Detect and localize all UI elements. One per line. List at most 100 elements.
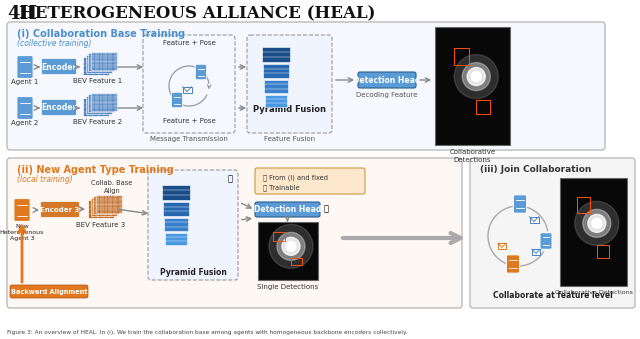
Bar bbox=[163, 202, 189, 216]
Circle shape bbox=[575, 201, 619, 245]
Circle shape bbox=[277, 232, 305, 260]
Text: Collaborative Detections: Collaborative Detections bbox=[555, 290, 632, 295]
Bar bbox=[182, 87, 191, 93]
Bar bbox=[532, 249, 540, 255]
Text: Encoder: Encoder bbox=[42, 103, 77, 113]
Bar bbox=[265, 95, 287, 107]
Text: Encoder 3: Encoder 3 bbox=[40, 207, 80, 213]
Text: 4: 4 bbox=[7, 5, 19, 23]
Circle shape bbox=[282, 237, 300, 255]
Circle shape bbox=[583, 210, 611, 237]
Circle shape bbox=[592, 218, 602, 228]
Bar bbox=[90, 198, 116, 216]
Text: (local training): (local training) bbox=[17, 175, 73, 184]
Text: BEV Feature 2: BEV Feature 2 bbox=[74, 119, 123, 125]
Text: Encoder: Encoder bbox=[42, 62, 77, 72]
Bar bbox=[83, 57, 109, 75]
Bar bbox=[86, 96, 111, 114]
FancyBboxPatch shape bbox=[255, 168, 365, 194]
Circle shape bbox=[462, 63, 490, 91]
Text: Detection Head: Detection Head bbox=[254, 205, 321, 215]
Text: (collective training): (collective training) bbox=[17, 39, 92, 48]
Text: Collab. Base: Collab. Base bbox=[92, 180, 132, 186]
FancyBboxPatch shape bbox=[7, 158, 462, 308]
Bar bbox=[165, 233, 187, 245]
Text: BEV Feature 1: BEV Feature 1 bbox=[74, 78, 123, 84]
FancyBboxPatch shape bbox=[14, 199, 30, 221]
FancyBboxPatch shape bbox=[247, 35, 332, 133]
Bar bbox=[291, 258, 302, 265]
FancyBboxPatch shape bbox=[7, 22, 605, 150]
Bar bbox=[90, 93, 116, 111]
Text: 🔓 Trainable: 🔓 Trainable bbox=[263, 184, 300, 191]
Bar bbox=[258, 222, 318, 280]
FancyBboxPatch shape bbox=[143, 35, 235, 133]
Bar bbox=[498, 243, 506, 249]
Bar bbox=[88, 54, 114, 72]
FancyBboxPatch shape bbox=[506, 255, 520, 273]
Circle shape bbox=[471, 72, 481, 82]
Text: Backward Alignment: Backward Alignment bbox=[11, 289, 87, 295]
Bar bbox=[435, 27, 510, 145]
Bar bbox=[577, 197, 590, 213]
Text: (i) Collaboration Base Training: (i) Collaboration Base Training bbox=[17, 29, 185, 39]
FancyBboxPatch shape bbox=[17, 56, 33, 78]
Bar bbox=[95, 195, 122, 213]
Bar bbox=[273, 233, 285, 241]
Text: Feature + Pose: Feature + Pose bbox=[163, 118, 216, 124]
FancyBboxPatch shape bbox=[17, 97, 33, 119]
Text: Figure 3: An overview of HEAL. In (i), We train the collaboration base among age: Figure 3: An overview of HEAL. In (i), W… bbox=[7, 330, 408, 335]
FancyBboxPatch shape bbox=[255, 202, 320, 217]
Circle shape bbox=[454, 55, 499, 99]
Circle shape bbox=[588, 214, 606, 232]
Bar bbox=[162, 185, 190, 200]
FancyBboxPatch shape bbox=[42, 59, 77, 75]
FancyBboxPatch shape bbox=[148, 170, 238, 280]
Bar bbox=[88, 200, 114, 218]
Bar bbox=[164, 218, 188, 231]
Circle shape bbox=[467, 67, 485, 85]
Text: Detection Head: Detection Head bbox=[353, 76, 420, 85]
Bar bbox=[263, 64, 289, 78]
FancyBboxPatch shape bbox=[540, 233, 552, 249]
Circle shape bbox=[269, 224, 313, 268]
Text: Message Transmission: Message Transmission bbox=[150, 136, 228, 142]
Bar bbox=[476, 100, 490, 114]
FancyBboxPatch shape bbox=[42, 100, 77, 116]
Text: Feature + Pose: Feature + Pose bbox=[163, 40, 216, 46]
Text: Agent 1: Agent 1 bbox=[12, 79, 38, 85]
Text: New
Heterogenous
Agent 3: New Heterogenous Agent 3 bbox=[0, 224, 44, 241]
Text: Pyramid Fusion: Pyramid Fusion bbox=[159, 268, 227, 277]
Text: Collaborative
Detections: Collaborative Detections bbox=[449, 149, 495, 163]
FancyBboxPatch shape bbox=[172, 92, 182, 108]
Text: 🔒: 🔒 bbox=[324, 204, 329, 213]
Text: H: H bbox=[19, 5, 36, 23]
Bar bbox=[88, 94, 114, 113]
Text: Agent 2: Agent 2 bbox=[12, 120, 38, 126]
Text: HETEROGENEOUS ALLIANCE (HEAL): HETEROGENEOUS ALLIANCE (HEAL) bbox=[19, 5, 376, 22]
FancyBboxPatch shape bbox=[40, 201, 79, 218]
FancyBboxPatch shape bbox=[10, 285, 88, 298]
Bar bbox=[90, 52, 116, 69]
FancyBboxPatch shape bbox=[513, 195, 527, 213]
Text: 🔒: 🔒 bbox=[227, 174, 232, 183]
Text: Feature Fusion: Feature Fusion bbox=[264, 136, 315, 142]
FancyBboxPatch shape bbox=[358, 72, 416, 88]
Bar bbox=[529, 217, 538, 223]
Circle shape bbox=[286, 241, 296, 251]
Bar bbox=[86, 55, 111, 73]
Bar bbox=[454, 48, 468, 65]
Bar bbox=[83, 98, 109, 116]
Text: Pyramid Fusion: Pyramid Fusion bbox=[253, 105, 326, 114]
Text: (iii) Join Collaboration: (iii) Join Collaboration bbox=[480, 165, 591, 174]
Bar bbox=[560, 178, 627, 286]
Bar bbox=[93, 196, 119, 214]
Text: 🔒 From (i) and fixed: 🔒 From (i) and fixed bbox=[263, 174, 328, 181]
Bar bbox=[597, 245, 609, 258]
Text: Align: Align bbox=[104, 188, 120, 194]
FancyBboxPatch shape bbox=[470, 158, 635, 308]
Text: Collaborate at feature level: Collaborate at feature level bbox=[493, 291, 612, 300]
Text: (ii) New Agent Type Training: (ii) New Agent Type Training bbox=[17, 165, 173, 175]
Text: Single Detections: Single Detections bbox=[257, 284, 319, 290]
Text: BEV Feature 3: BEV Feature 3 bbox=[76, 222, 125, 228]
